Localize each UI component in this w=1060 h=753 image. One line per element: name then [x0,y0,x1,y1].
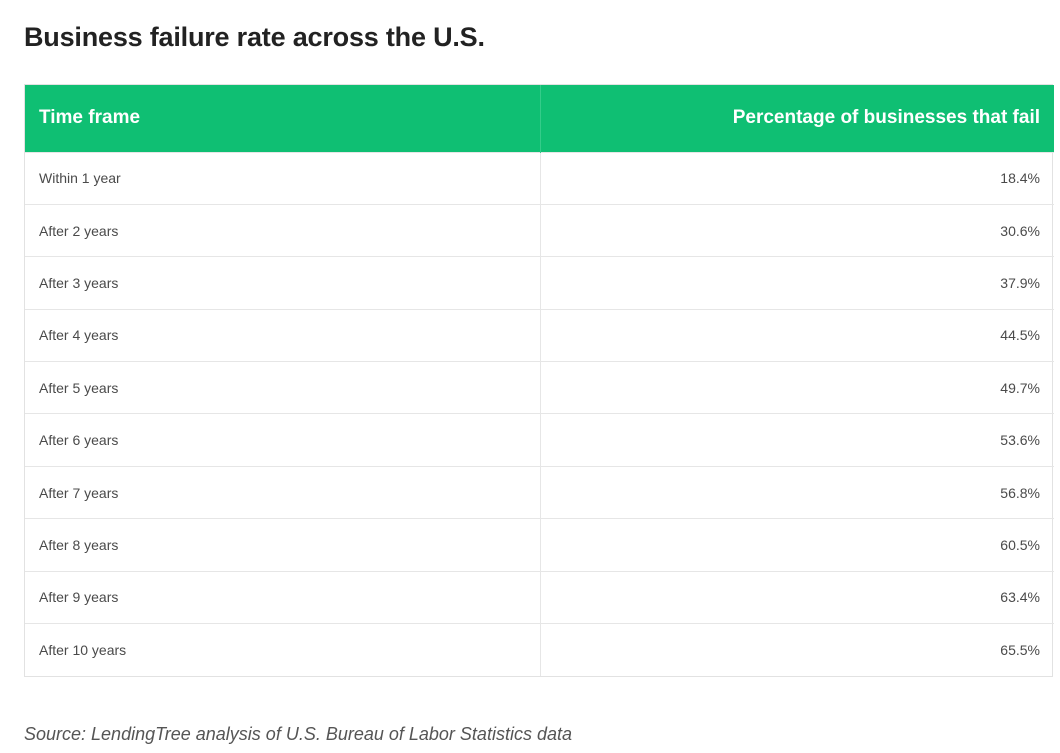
table-row: After 3 years 37.9% [25,256,1054,310]
percentage-cell: 44.5% [540,308,1054,362]
time-frame-cell: After 10 years [25,623,541,676]
source-note: Source: LendingTree analysis of U.S. Bur… [24,724,572,744]
time-frame-cell: After 7 years [25,465,541,519]
failure-rate-table: Time frame Percentage of businesses that… [24,84,1054,677]
percentage-cell: 18.4% [540,151,1054,205]
column-header-percentage: Percentage of businesses that fail [540,85,1054,152]
percentage-cell: 60.5% [540,518,1054,572]
time-frame-cell: After 5 years [25,361,541,414]
percentage-cell: 56.8% [540,465,1054,519]
percentage-cell: 30.6% [540,203,1054,257]
time-frame-cell: After 2 years [25,203,541,257]
percentage-cell: 53.6% [540,413,1054,467]
table-header-row: Time frame Percentage of businesses that… [25,85,1054,152]
table-row: After 6 years 53.6% [25,413,1054,467]
table-row: After 4 years 44.5% [25,308,1054,362]
page-title: Business failure rate across the U.S. [24,22,485,52]
percentage-cell: 63.4% [540,570,1054,624]
time-frame-cell: After 3 years [25,256,541,310]
table-row: After 5 years 49.7% [25,361,1054,414]
table-row: Within 1 year 18.4% [25,151,1054,205]
table-row: After 2 years 30.6% [25,203,1054,257]
percentage-cell: 65.5% [540,623,1054,676]
time-frame-cell: After 6 years [25,413,541,467]
percentage-cell: 37.9% [540,256,1054,310]
table-row: After 10 years 65.5% [25,623,1054,676]
time-frame-cell: After 8 years [25,518,541,572]
table-row: After 9 years 63.4% [25,570,1054,624]
time-frame-cell: After 4 years [25,308,541,362]
percentage-cell: 49.7% [540,361,1054,414]
table-row: After 8 years 60.5% [25,518,1054,572]
time-frame-cell: After 9 years [25,570,541,624]
column-header-time-frame: Time frame [25,85,541,152]
table-row: After 7 years 56.8% [25,465,1054,519]
time-frame-cell: Within 1 year [25,151,541,205]
